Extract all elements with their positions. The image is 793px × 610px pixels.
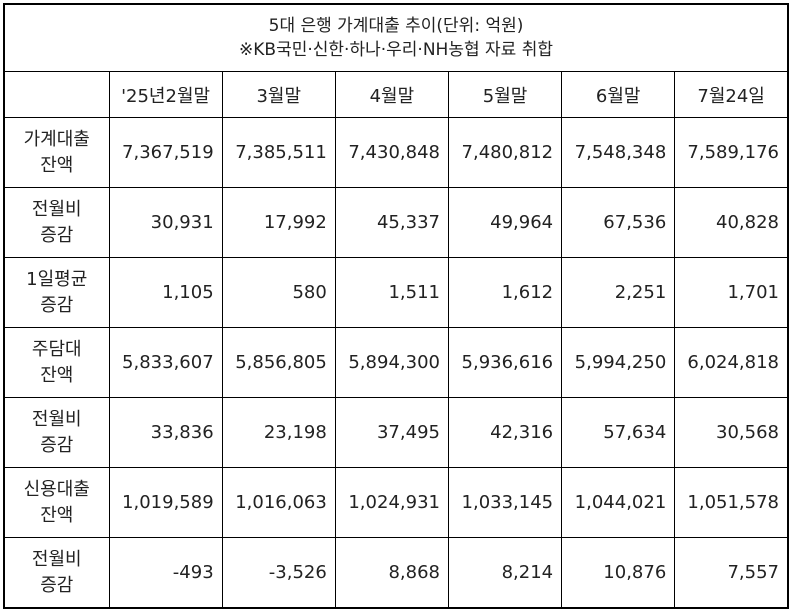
value-cell: 5,856,805: [221, 327, 336, 398]
header-cell: '25년2월말: [108, 71, 223, 118]
title-row: 5대 은행 가계대출 추이(단위: 억원) ※KB국민·신한·하나·우리·NH농…: [3, 3, 789, 72]
value-cell: 37,495: [334, 397, 449, 468]
value-cell: 1,033,145: [447, 467, 563, 538]
value-cell: 17,992: [221, 187, 336, 258]
header-row: '25년2월말 3월말 4월말 5월말 6월말 7월24일: [3, 71, 789, 118]
value-cell: 45,337: [334, 187, 449, 258]
value-cell: 5,994,250: [561, 327, 676, 398]
value-cell: 6,024,818: [674, 327, 789, 398]
value-cell: 42,316: [447, 397, 563, 468]
value-cell: 5,936,616: [447, 327, 563, 398]
value-cell: -3,526: [221, 537, 336, 609]
row-label-line: 잔액: [40, 154, 74, 176]
value-cell: 7,385,511: [221, 117, 336, 188]
value-cell: 1,612: [447, 257, 563, 328]
value-cell: 5,833,607: [108, 327, 223, 398]
row-label-line: 증감: [40, 294, 74, 316]
row-label-line: 1일평균: [26, 268, 88, 290]
corner-cell: [3, 71, 110, 118]
value-cell: 49,964: [447, 187, 563, 258]
value-cell: 1,051,578: [674, 467, 789, 538]
header-cell: 4월말: [334, 71, 449, 118]
value-cell: 10,876: [561, 537, 676, 609]
value-cell: 2,251: [561, 257, 676, 328]
value-cell: 7,430,848: [334, 117, 449, 188]
value-cell: 5,894,300: [334, 327, 449, 398]
row-label-line: 주담대: [31, 338, 82, 360]
row-label-line: 전월비: [31, 548, 82, 570]
data-table: 5대 은행 가계대출 추이(단위: 억원) ※KB국민·신한·하나·우리·NH농…: [3, 3, 789, 609]
title-cell: 5대 은행 가계대출 추이(단위: 억원) ※KB국민·신한·하나·우리·NH농…: [3, 3, 789, 72]
row-label-line: 증감: [40, 224, 74, 246]
value-cell: 30,568: [674, 397, 789, 468]
row-label-line: 신용대출: [23, 478, 90, 500]
value-cell: 7,367,519: [108, 117, 223, 188]
value-cell: 1,024,931: [334, 467, 449, 538]
value-cell: 67,536: [561, 187, 676, 258]
value-cell: 7,548,348: [561, 117, 676, 188]
data-row: 전월비 증감 33,836 23,198 37,495 42,316 57,634 30,56…: [3, 397, 789, 468]
header-cell: 6월말: [561, 71, 676, 118]
row-label-line: 잔액: [40, 364, 74, 386]
value-cell: 1,105: [108, 257, 223, 328]
value-cell: 1,701: [674, 257, 789, 328]
value-cell: 1,044,021: [561, 467, 676, 538]
value-cell: 1,016,063: [221, 467, 336, 538]
value-cell: 1,511: [334, 257, 449, 328]
value-cell: 33,836: [108, 397, 223, 468]
row-label-line: 전월비: [31, 198, 82, 220]
value-cell: 580: [221, 257, 336, 328]
header-cell: 5월말: [447, 71, 563, 118]
data-row: 주담대 잔액 5,833,607 5,856,805 5,894,300 5,936,61…: [3, 327, 789, 398]
title-line: 5대 은행 가계대출 추이(단위: 억원): [268, 16, 524, 36]
value-cell: 7,589,176: [674, 117, 789, 188]
value-cell: -493: [108, 537, 223, 609]
row-label-line: 전월비: [31, 408, 82, 430]
value-cell: 30,931: [108, 187, 223, 258]
row-label-line: 가계대출: [23, 128, 90, 150]
row-label-line: 증감: [40, 574, 74, 596]
table-body: 5대 은행 가계대출 추이(단위: 억원) ※KB국민·신한·하나·우리·NH농…: [3, 3, 789, 609]
data-row: 전월비 증감 -493 -3,526 8,868 8,214 10,876 7,557: [3, 537, 789, 609]
header-cell: 7월24일: [674, 71, 789, 118]
value-cell: 40,828: [674, 187, 789, 258]
subtitle-line: ※KB국민·신한·하나·우리·NH농협 자료 취합: [239, 40, 553, 60]
value-cell: 57,634: [561, 397, 676, 468]
data-row: 가계대출 잔액 7,367,519 7,385,511 7,430,848 7,480,8…: [3, 117, 789, 188]
row-label-line: 잔액: [40, 504, 74, 526]
value-cell: 7,557: [674, 537, 789, 609]
data-row: 전월비 증감 30,931 17,992 45,337 49,964 67,536 40,82…: [3, 187, 789, 258]
value-cell: 8,214: [447, 537, 563, 609]
value-cell: 1,019,589: [108, 467, 223, 538]
value-cell: 8,868: [334, 537, 449, 609]
value-cell: 7,480,812: [447, 117, 563, 188]
value-cell: 23,198: [221, 397, 336, 468]
header-cell: 3월말: [221, 71, 336, 118]
data-row: 1일평균 증감 1,105 580 1,511 1,612 2,251 1,701: [3, 257, 789, 328]
data-row: 신용대출 잔액 1,019,589 1,016,063 1,024,931 1,033,1…: [3, 467, 789, 538]
row-label-line: 증감: [40, 434, 74, 456]
